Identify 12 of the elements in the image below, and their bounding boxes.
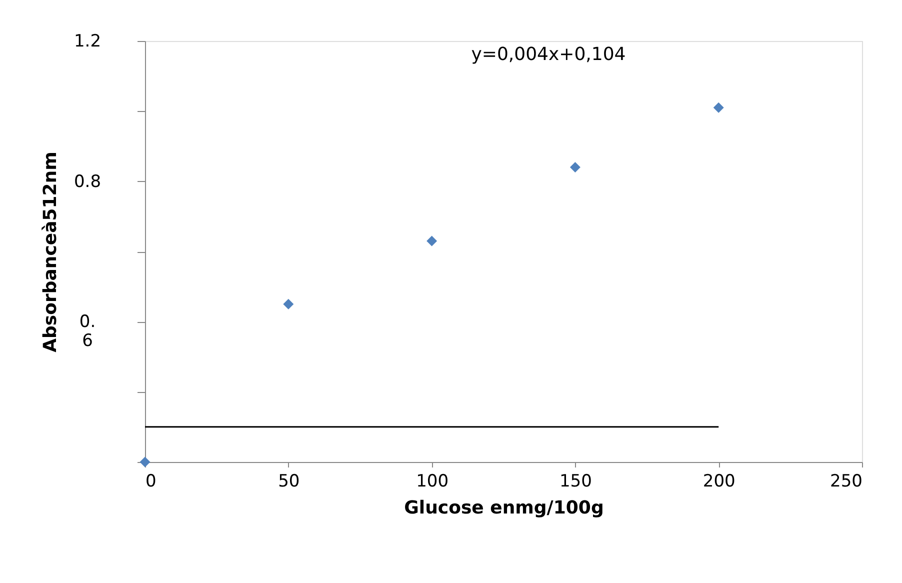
y-tick-label: 1.2 [74,32,102,52]
y-axis-title: Absorbanceà512nm [40,152,61,352]
x-tick-label: 50 [278,472,300,492]
x-tick-label: 250 [830,472,862,492]
x-tick-label: 150 [559,472,592,492]
y-tick-label: 0.8 [74,172,102,192]
x-tick-label: 200 [702,472,736,492]
y-tick-label: 0. 6 [79,312,96,352]
x-tick-label: 0 [146,472,156,492]
x-tick-label: 100 [416,472,449,492]
x-axis-title: Glucose enmg/100g [404,498,604,518]
annotation: y=0,004x+0,104 [471,44,626,65]
